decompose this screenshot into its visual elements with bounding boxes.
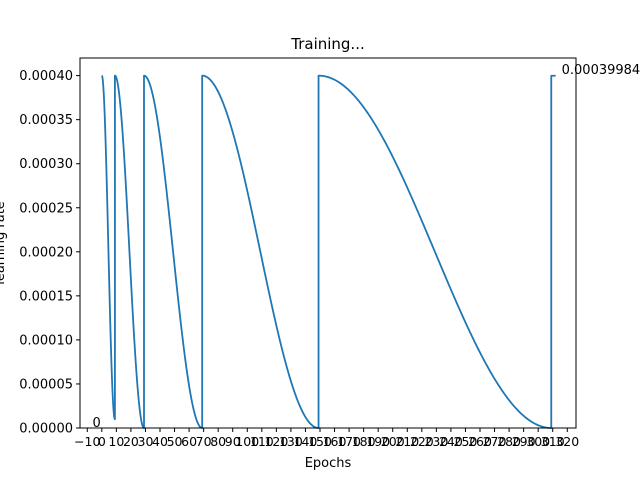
x-tick-label: 100 [235,434,259,449]
x-tick-label: 0 [98,434,106,449]
x-tick-label: 90 [225,434,241,449]
y-tick-label: 0.00040 [19,69,73,84]
chart-title: Training... [290,35,365,53]
x-tick-label: 80 [210,434,226,449]
x-tick-label: 70 [196,434,212,449]
x-tick-label: 290 [512,434,536,449]
x-tick-label: 110 [250,434,274,449]
x-tick-label: 50 [167,434,183,449]
x-tick-label: 160 [323,434,347,449]
x-tick-label: 270 [483,434,507,449]
x-tick-label: 40 [152,434,168,449]
plot-area [101,74,557,429]
x-tick-label: 240 [439,434,463,449]
axes-frame [79,57,577,429]
x-tick-label: 190 [366,434,390,449]
x-tick-label: 210 [395,434,419,449]
x-tick-label: 20 [123,434,139,449]
y-tick-label: 0.00010 [19,333,73,348]
x-tick-label: −10 [74,434,100,449]
x-tick-label: 60 [181,434,197,449]
x-tick-label: 130 [279,434,303,449]
x-tick-label: 320 [555,434,579,449]
y-tick-label: 0.00035 [19,113,73,128]
x-tick-label: 180 [352,434,376,449]
x-tick-label: 10 [108,434,124,449]
y-axis: 0.00000 0.00005 0.00010 0.00015 0.00020 0.000… [19,69,80,437]
annotation-label: 0 [93,416,101,431]
y-tick-label: 0.00015 [19,289,73,304]
y-tick-label: 0.00020 [19,245,73,260]
y-axis-label: learning rate [0,201,8,285]
y-tick-label: 0.00000 [19,422,73,437]
series-line [101,74,557,429]
x-axis: −100 102030405060708090100110120130140150… [74,428,579,449]
x-tick-label: 220 [410,434,434,449]
x-tick-label: 280 [497,434,521,449]
x-tick-label: 200 [381,434,405,449]
annotation-label: 0.00039984 [562,63,640,78]
x-tick-label: 150 [308,434,332,449]
x-tick-label: 120 [264,434,288,449]
x-tick-label: 30 [138,434,154,449]
x-axis-label: Epochs [305,456,352,471]
y-tick-label: 0.00030 [19,157,73,172]
x-tick-label: 310 [541,434,565,449]
annotations: 0 0.00039984 [93,63,640,431]
y-tick-label: 0.00005 [19,377,73,392]
x-tick-label: 300 [526,434,550,449]
x-tick-label: 250 [454,434,478,449]
y-tick-label: 0.00025 [19,201,73,216]
x-tick-label: 140 [294,434,318,449]
x-tick-label: 170 [337,434,361,449]
x-tick-label: 260 [468,434,492,449]
x-tick-label: 230 [424,434,448,449]
